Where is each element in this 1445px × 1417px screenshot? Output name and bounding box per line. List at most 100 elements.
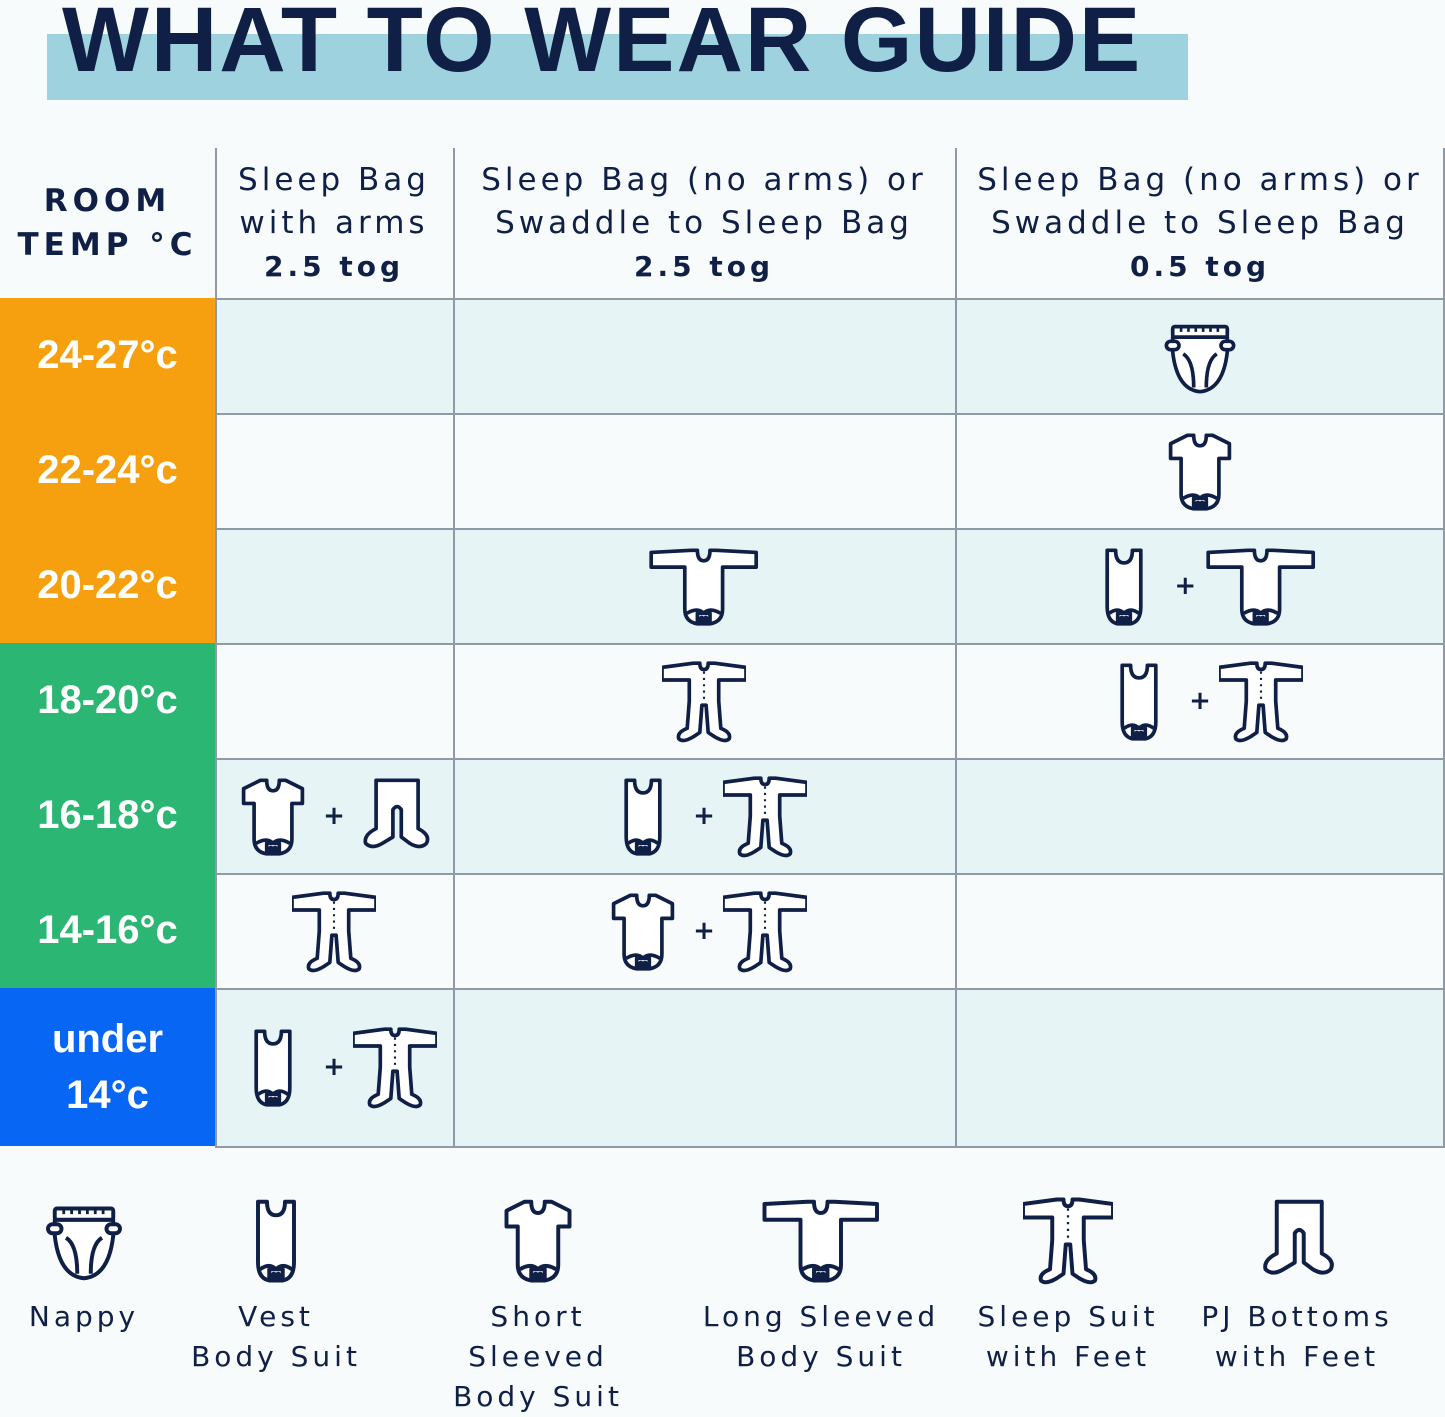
column-header-line2: with arms <box>239 204 429 241</box>
table-cell <box>955 413 1445 528</box>
legend-label: Nappy <box>28 1300 140 1333</box>
temperature-label: 22-24°c <box>0 413 215 528</box>
table-cell <box>955 873 1445 988</box>
table-cell: + <box>453 873 955 988</box>
column-divider <box>955 148 957 1146</box>
plus-sign: + <box>323 1052 345 1082</box>
temperature-label: 14-16°c <box>0 873 215 988</box>
plus-sign: + <box>1174 570 1197 601</box>
room-temp-header: ROOM TEMP °C <box>0 148 215 298</box>
table-cell <box>215 528 453 643</box>
temperature-label: 20-22°c <box>0 528 215 643</box>
room-temp-line1: ROOM <box>43 183 172 219</box>
table-row <box>215 873 1445 988</box>
table-cell <box>955 758 1445 873</box>
room-temp-line2: TEMP °C <box>17 227 198 263</box>
table-cell: + <box>955 528 1445 643</box>
column-divider <box>215 148 217 1146</box>
vest-icon <box>254 1029 292 1107</box>
vest-icon <box>256 1199 296 1283</box>
vest-icon <box>1120 662 1158 741</box>
temperature-label: 24-27°c <box>0 298 215 413</box>
table-cell <box>215 643 453 758</box>
sleepsuit-icon <box>722 775 807 857</box>
tog-rating: 0.5 tog <box>1129 249 1270 283</box>
column-divider <box>453 148 455 1146</box>
legend-label: Long Sleeved Body Suit <box>702 1300 940 1373</box>
table-cell: + <box>215 758 453 873</box>
column-header-line1: Sleep Bag (no arms) or <box>481 161 927 198</box>
table-cell <box>215 298 453 413</box>
table-cell <box>215 413 453 528</box>
legend-item-nappy: Nappy <box>0 1195 204 1337</box>
short-sleeve-icon <box>1168 432 1232 511</box>
sleepsuit-icon <box>662 660 746 742</box>
sleepsuit-icon <box>1218 660 1303 742</box>
temperature-label: 18-20°c <box>0 643 215 758</box>
column-header-line1: Sleep Bag (no arms) or <box>977 161 1423 198</box>
legend-item-long-sleeve: Long Sleeved Body Suit <box>701 1195 941 1377</box>
table-cell: + <box>215 988 453 1146</box>
table-cell <box>453 528 955 643</box>
column-header-3: Sleep Bag (no arms) or Swaddle to Sleep … <box>955 148 1445 298</box>
plus-sign: + <box>693 915 715 946</box>
title-band <box>47 34 1188 100</box>
long-sleeve-icon <box>649 547 759 626</box>
column-header-1: Sleep Bag with arms 2.5 tog <box>215 148 453 298</box>
short-sleeve-icon <box>504 1199 572 1283</box>
row-divider <box>215 643 1445 645</box>
sleepsuit-icon <box>292 890 376 972</box>
column-divider <box>1443 148 1445 1146</box>
table-cell <box>955 988 1445 1146</box>
pj-bottoms-icon <box>363 777 430 848</box>
table-row <box>215 988 1445 1146</box>
column-header-2: Sleep Bag (no arms) or Swaddle to Sleep … <box>453 148 955 298</box>
plus-sign: + <box>693 800 715 831</box>
sleepsuit-icon <box>352 1027 437 1109</box>
table-cell <box>453 298 955 413</box>
table-cell <box>453 988 955 1146</box>
vest-icon <box>1105 547 1144 626</box>
plus-sign: + <box>323 800 345 831</box>
sleepsuit-icon <box>1023 1197 1113 1285</box>
table-cell: + <box>453 758 955 873</box>
table-row <box>215 528 1445 643</box>
pj-bottoms-icon <box>1263 1199 1334 1275</box>
row-divider <box>215 873 1445 875</box>
long-sleeve-icon <box>1206 547 1316 626</box>
table-row <box>215 298 1445 413</box>
sleepsuit-icon <box>722 890 807 972</box>
plus-sign: + <box>1189 685 1211 716</box>
row-divider <box>215 988 1445 990</box>
legend-item-sleepsuit: Sleep Suit with Feet <box>948 1195 1188 1377</box>
row-divider <box>215 758 1445 760</box>
nappy-icon <box>1164 324 1236 394</box>
temperature-label: 16-18°c <box>0 758 215 873</box>
row-divider <box>215 528 1445 530</box>
row-divider <box>215 1146 1445 1148</box>
short-sleeve-icon <box>241 777 305 856</box>
column-header-line2: Swaddle to Sleep Bag <box>991 204 1409 241</box>
row-divider <box>215 413 1445 415</box>
legend-item-pj-bottoms: PJ Bottoms with Feet <box>1177 1195 1417 1377</box>
column-header-line2: Swaddle to Sleep Bag <box>495 204 913 241</box>
vest-icon <box>624 777 662 856</box>
short-sleeve-icon <box>611 892 675 971</box>
row-divider <box>215 298 1445 300</box>
tog-rating: 2.5 tog <box>263 249 404 283</box>
legend-label: PJ Bottoms with Feet <box>1201 1300 1393 1373</box>
table-cell <box>453 643 955 758</box>
temperature-label: under 14°c <box>0 988 215 1146</box>
table-cell <box>215 873 453 988</box>
table-cell <box>453 413 955 528</box>
table-row <box>215 413 1445 528</box>
tog-rating: 2.5 tog <box>633 249 774 283</box>
column-header-line1: Sleep Bag <box>238 161 430 198</box>
legend-label: Sleep Suit with Feet <box>977 1300 1159 1373</box>
legend-label: Short Sleeved Body Suit <box>453 1300 623 1413</box>
legend-item-vest: Vest Body Suit <box>156 1195 396 1377</box>
legend-item-short-sleeve: Short Sleeved Body Suit <box>418 1195 658 1417</box>
table-row <box>215 758 1445 873</box>
legend-label: Vest Body Suit <box>191 1300 361 1373</box>
long-sleeve-icon <box>762 1199 880 1283</box>
